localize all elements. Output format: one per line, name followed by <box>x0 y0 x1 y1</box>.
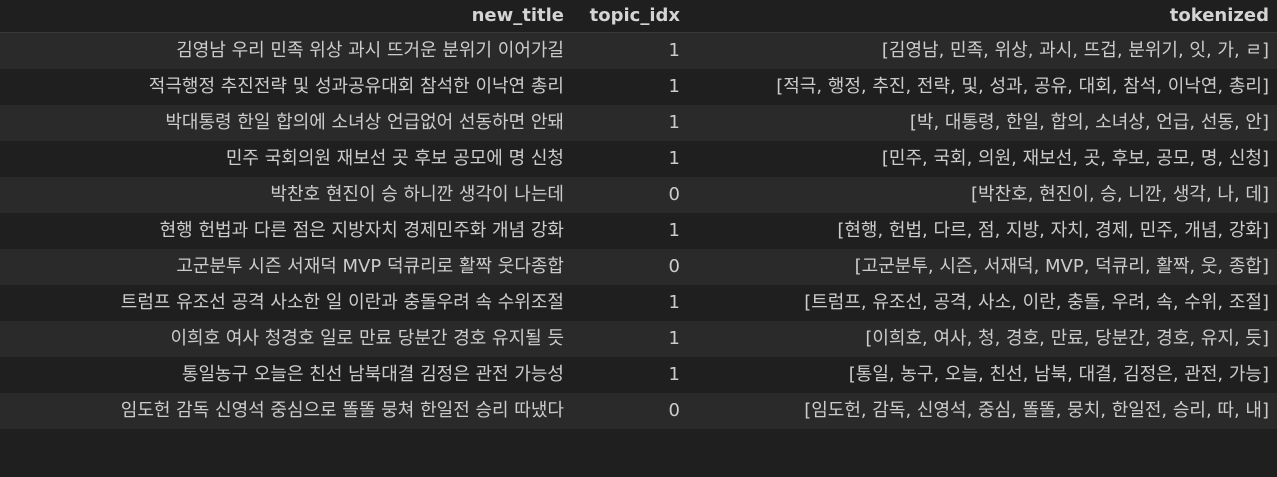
cell-tokenized: [이희호, 여사, 청, 경호, 만료, 당분간, 경호, 유지, 듯] <box>688 321 1277 357</box>
cell-tokenized: [현행, 헌법, 다르, 점, 지방, 자치, 경제, 민주, 개념, 강화] <box>688 213 1277 249</box>
table-row: 이희호 여사 청경호 일로 만료 당분간 경호 유지될 듯 1 [이희호, 여사… <box>0 321 1277 357</box>
table-row: 통일농구 오늘은 친선 남북대결 김정은 관전 가능성 1 [통일, 농구, 오… <box>0 357 1277 393</box>
cell-new-title: 통일농구 오늘은 친선 남북대결 김정은 관전 가능성 <box>0 357 572 393</box>
cell-topic-idx: 1 <box>572 321 688 357</box>
cell-new-title: 김영남 우리 민족 위상 과시 뜨거운 분위기 이어가길 <box>0 32 572 69</box>
table-row: 고군분투 시즌 서재덕 MVP 덕큐리로 활짝 웃다종합 0 [고군분투, 시즌… <box>0 249 1277 285</box>
cell-topic-idx: 0 <box>572 393 688 429</box>
cell-tokenized: [박, 대통령, 한일, 합의, 소녀상, 언급, 선동, 안] <box>688 105 1277 141</box>
cell-topic-idx: 1 <box>572 32 688 69</box>
cell-topic-idx: 0 <box>572 177 688 213</box>
cell-tokenized: [박찬호, 현진이, 승, 니깐, 생각, 나, 데] <box>688 177 1277 213</box>
table-body: 김영남 우리 민족 위상 과시 뜨거운 분위기 이어가길 1 [김영남, 민족,… <box>0 32 1277 429</box>
table-row: 박대통령 한일 합의에 소녀상 언급없어 선동하면 안돼 1 [박, 대통령, … <box>0 105 1277 141</box>
table-header: new_title topic_idx tokenized <box>0 0 1277 33</box>
cell-tokenized: [적극, 행정, 추진, 전략, 및, 성과, 공유, 대회, 참석, 이낙연,… <box>688 69 1277 105</box>
table-row: 박찬호 현진이 승 하니깐 생각이 나는데 0 [박찬호, 현진이, 승, 니깐… <box>0 177 1277 213</box>
cell-tokenized: [고군분투, 시즌, 서재덕, MVP, 덕큐리, 활짝, 웃, 종합] <box>688 249 1277 285</box>
cell-new-title: 임도헌 감독 신영석 중심으로 똘똘 뭉쳐 한일전 승리 따냈다 <box>0 393 572 429</box>
table-row: 적극행정 추진전략 및 성과공유대회 참석한 이낙연 총리 1 [적극, 행정,… <box>0 69 1277 105</box>
column-header-tokenized: tokenized <box>688 0 1277 33</box>
cell-tokenized: [임도헌, 감독, 신영석, 중심, 똘똘, 뭉치, 한일전, 승리, 따, 내… <box>688 393 1277 429</box>
cell-new-title: 적극행정 추진전략 및 성과공유대회 참석한 이낙연 총리 <box>0 69 572 105</box>
cell-topic-idx: 1 <box>572 285 688 321</box>
table-row: 현행 헌법과 다른 점은 지방자치 경제민주화 개념 강화 1 [현행, 헌법,… <box>0 213 1277 249</box>
cell-tokenized: [민주, 국회, 의원, 재보선, 곳, 후보, 공모, 명, 신청] <box>688 141 1277 177</box>
cell-topic-idx: 1 <box>572 105 688 141</box>
table-row: 김영남 우리 민족 위상 과시 뜨거운 분위기 이어가길 1 [김영남, 민족,… <box>0 32 1277 69</box>
cell-new-title: 현행 헌법과 다른 점은 지방자치 경제민주화 개념 강화 <box>0 213 572 249</box>
cell-topic-idx: 1 <box>572 69 688 105</box>
cell-tokenized: [트럼프, 유조선, 공격, 사소, 이란, 충돌, 우려, 속, 수위, 조절… <box>688 285 1277 321</box>
cell-new-title: 박대통령 한일 합의에 소녀상 언급없어 선동하면 안돼 <box>0 105 572 141</box>
table-row: 임도헌 감독 신영석 중심으로 똘똘 뭉쳐 한일전 승리 따냈다 0 [임도헌,… <box>0 393 1277 429</box>
cell-topic-idx: 1 <box>572 357 688 393</box>
column-header-topic-idx: topic_idx <box>572 0 688 33</box>
table-row: 민주 국회의원 재보선 곳 후보 공모에 명 신청 1 [민주, 국회, 의원,… <box>0 141 1277 177</box>
cell-new-title: 고군분투 시즌 서재덕 MVP 덕큐리로 활짝 웃다종합 <box>0 249 572 285</box>
table-row: 트럼프 유조선 공격 사소한 일 이란과 충돌우려 속 수위조절 1 [트럼프,… <box>0 285 1277 321</box>
header-row: new_title topic_idx tokenized <box>0 0 1277 33</box>
cell-topic-idx: 1 <box>572 213 688 249</box>
dataframe-table: new_title topic_idx tokenized 김영남 우리 민족 … <box>0 0 1277 429</box>
cell-topic-idx: 0 <box>572 249 688 285</box>
cell-new-title: 박찬호 현진이 승 하니깐 생각이 나는데 <box>0 177 572 213</box>
cell-new-title: 트럼프 유조선 공격 사소한 일 이란과 충돌우려 속 수위조절 <box>0 285 572 321</box>
cell-tokenized: [김영남, 민족, 위상, 과시, 뜨겁, 분위기, 잇, 가, ㄹ] <box>688 32 1277 69</box>
cell-topic-idx: 1 <box>572 141 688 177</box>
column-header-new-title: new_title <box>0 0 572 33</box>
cell-new-title: 민주 국회의원 재보선 곳 후보 공모에 명 신청 <box>0 141 572 177</box>
cell-new-title: 이희호 여사 청경호 일로 만료 당분간 경호 유지될 듯 <box>0 321 572 357</box>
cell-tokenized: [통일, 농구, 오늘, 친선, 남북, 대결, 김정은, 관전, 가능] <box>688 357 1277 393</box>
